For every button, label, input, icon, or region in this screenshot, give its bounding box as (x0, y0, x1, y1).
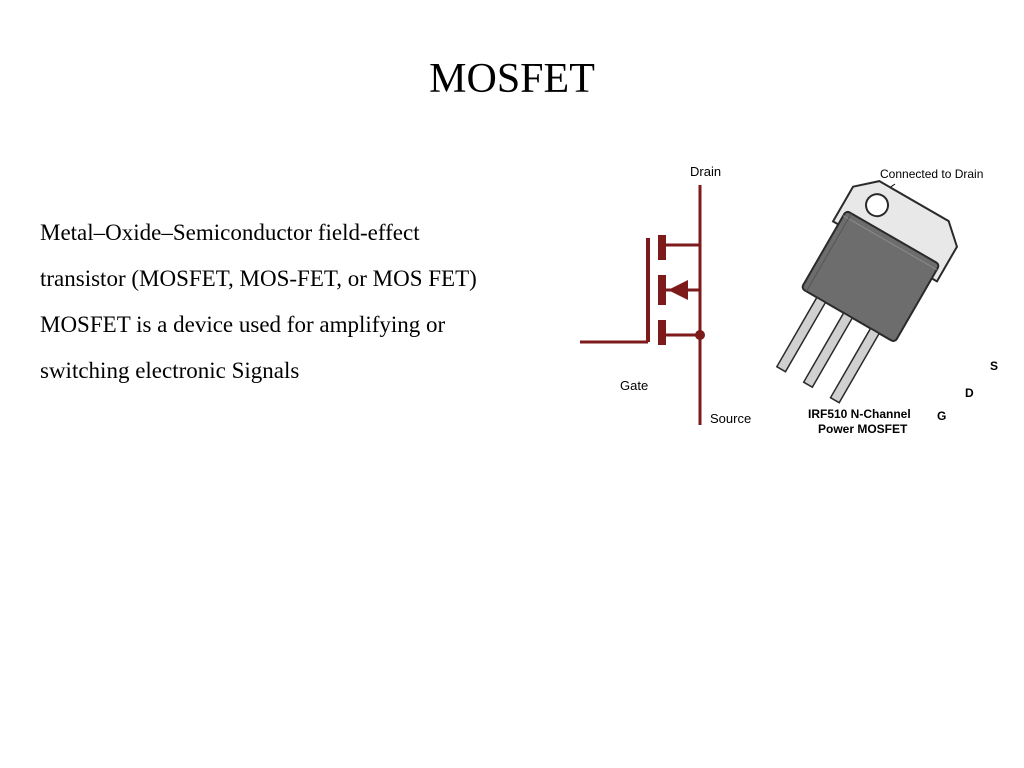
package-drain-label: Connected to Drain (880, 167, 983, 181)
package-pin-s: S (990, 359, 998, 373)
package-caption-1: IRF510 N-Channel (808, 407, 911, 421)
package-caption-2: Power MOSFET (818, 422, 908, 436)
figure-area: Drain Gate Source Connected to Drain S D… (520, 160, 1000, 480)
body-line-1: Metal–Oxide–Semiconductor field-effect t… (40, 220, 477, 291)
package-pin-d: D (965, 386, 974, 400)
package-pin-g: G (937, 409, 946, 423)
schematic-gate-label: Gate (620, 378, 648, 393)
page-title: MOSFET (0, 55, 1024, 103)
body-line-2: MOSFET is a device used for amplifying o… (40, 312, 445, 383)
mosfet-schematic-icon: Drain Gate Source (520, 160, 770, 460)
schematic-source-label: Source (710, 411, 751, 426)
mosfet-package-icon: Connected to Drain S D G IRF510 N-Channe… (770, 160, 1010, 470)
body-text: Metal–Oxide–Semiconductor field-effect t… (40, 210, 490, 394)
schematic-drain-label: Drain (690, 164, 721, 179)
